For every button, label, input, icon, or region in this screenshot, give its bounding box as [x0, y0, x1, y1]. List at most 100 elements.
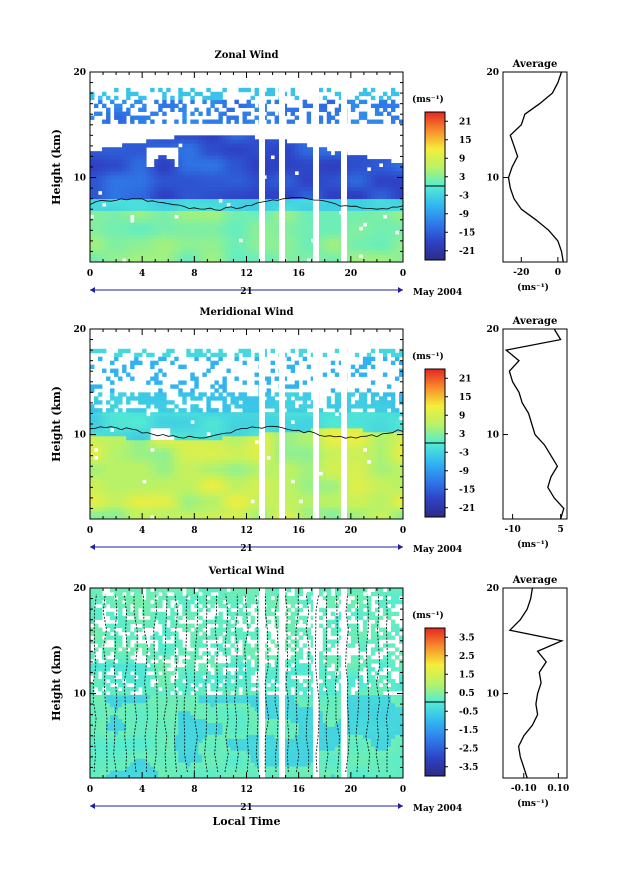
colorbar-label: 3 [459, 173, 465, 183]
x-tick-label: 0 [400, 526, 406, 536]
profile-y-tick: 20 [486, 584, 499, 594]
date-label: May 2004 [413, 804, 462, 814]
colorbar-label: 9 [459, 411, 465, 421]
colorbar-label: 2.5 [459, 652, 475, 662]
day-bar-arrow-left [90, 544, 95, 550]
wind-field [90, 329, 404, 520]
profile-y-tick: 20 [486, 68, 499, 78]
x-tick-label: 12 [240, 785, 253, 795]
colorbar-label: 9 [459, 154, 465, 164]
colorbar-label: 15 [459, 136, 472, 146]
colorbar-label: 3 [459, 430, 465, 440]
colorbar-label: 0.5 [459, 689, 475, 699]
data-gap [341, 72, 347, 262]
profile-y-tick: 10 [486, 174, 499, 184]
day-label: 21 [240, 803, 253, 813]
x-tick-label: 8 [191, 785, 197, 795]
x-tick-label: 4 [139, 785, 145, 795]
profile-y-tick: 20 [486, 325, 499, 335]
axis-ticks [89, 587, 404, 779]
profile-x-tick: -0.10 [511, 784, 537, 794]
y-tick-label: 20 [73, 68, 86, 78]
colorbar-label: -21 [459, 504, 475, 514]
profile-frame [502, 587, 568, 779]
contour-lines [89, 425, 404, 439]
y-tick-label: 20 [73, 325, 86, 335]
data-gap [279, 329, 285, 519]
wind-field [90, 72, 404, 263]
date-label: May 2004 [413, 545, 462, 555]
y-axis-label: Height (km) [50, 645, 63, 721]
x-tick-label: 12 [240, 269, 253, 279]
x-tick-label: 16 [292, 785, 305, 795]
data-gap [313, 329, 319, 519]
colorbar-label: -15 [459, 228, 475, 238]
profile-x-tick: 5 [557, 525, 563, 535]
profile-x-tick: -20 [513, 268, 529, 278]
panel-1: Zonal Wind 10 20 Height (km) 0 4 8 12 16 20 0 21 May… [50, 50, 568, 298]
colorbar-unit: (ms⁻¹) [412, 610, 444, 621]
axis-ticks [89, 71, 404, 263]
y-tick-label: 10 [73, 174, 86, 184]
colorbar-label: -3.5 [459, 763, 478, 773]
profile-y-tick: 10 [486, 690, 499, 700]
x-tick-label: 12 [240, 526, 253, 536]
panels-layer: Zonal Wind 10 20 Height (km) 0 4 8 12 16 20 0 21 May… [50, 50, 569, 828]
day-bar-arrow-left [90, 803, 95, 809]
x-tick-label: 4 [139, 526, 145, 536]
day-bar-arrow-right [398, 287, 403, 293]
colorbar-label: -0.5 [459, 707, 478, 717]
profile-x-tick: 0.10 [547, 784, 569, 794]
colorbar-label: -2.5 [459, 744, 478, 754]
x-tick-label: 20 [345, 269, 358, 279]
profile-x-label: (ms⁻¹) [517, 539, 549, 550]
day-bar-arrow-right [398, 803, 403, 809]
profile-line [508, 587, 564, 779]
day-bar-arrow-right [398, 544, 403, 550]
profile-title: Average [512, 316, 558, 327]
colorbar-label: 21 [459, 117, 472, 127]
x-tick-label: 8 [191, 269, 197, 279]
profile-title: Average [512, 59, 558, 70]
x-tick-label: 8 [191, 526, 197, 536]
panel-title: Meridional Wind [199, 307, 293, 318]
day-label: 21 [240, 544, 253, 554]
data-gap [259, 72, 265, 262]
colorbar-unit: (ms⁻¹) [412, 351, 444, 362]
colorbar-label: -3 [459, 448, 469, 458]
colorbar-label: -9 [459, 467, 469, 477]
data-gap [341, 588, 347, 778]
data-gap [259, 329, 265, 519]
colorbar-unit: (ms⁻¹) [412, 94, 444, 105]
panel-3: Vertical Wind 10 20 Height (km) 0 4 8 12 16 20 0 21… [50, 566, 569, 828]
x-tick-label: 20 [345, 526, 358, 536]
colorbar-label: -3 [459, 191, 469, 201]
colorbar-label: 15 [459, 393, 472, 403]
wind-field [90, 588, 404, 779]
profile-y-tick: 10 [486, 431, 499, 441]
y-axis-label: Height (km) [50, 129, 63, 205]
day-label: 21 [240, 287, 253, 297]
contour-lines [89, 197, 404, 211]
x-tick-label: 0 [400, 269, 406, 279]
profile-x-label: (ms⁻¹) [517, 798, 549, 809]
colorbar-label: 3.5 [459, 633, 475, 643]
x-tick-label: 0 [87, 526, 93, 536]
panel-title: Zonal Wind [214, 50, 278, 61]
profile-line [507, 71, 564, 263]
axis-ticks [89, 328, 404, 520]
colorbar-label: -9 [459, 210, 469, 220]
x-tick-label: 16 [292, 526, 305, 536]
x-axis-label: Local Time [213, 815, 281, 828]
data-gap [279, 588, 285, 778]
profile-x-tick: -10 [504, 525, 520, 535]
panel-2: Meridional Wind 10 20 Height (km) 0 4 8 12 16 20 0… [50, 307, 568, 555]
profile-x-label: (ms⁻¹) [517, 282, 549, 293]
panel-title: Vertical Wind [208, 566, 285, 577]
profile-line [504, 328, 565, 520]
x-tick-label: 20 [345, 785, 358, 795]
colorbar-label: -1.5 [459, 726, 478, 736]
contour-lines [92, 593, 390, 773]
colorbar-label: 21 [459, 374, 472, 384]
